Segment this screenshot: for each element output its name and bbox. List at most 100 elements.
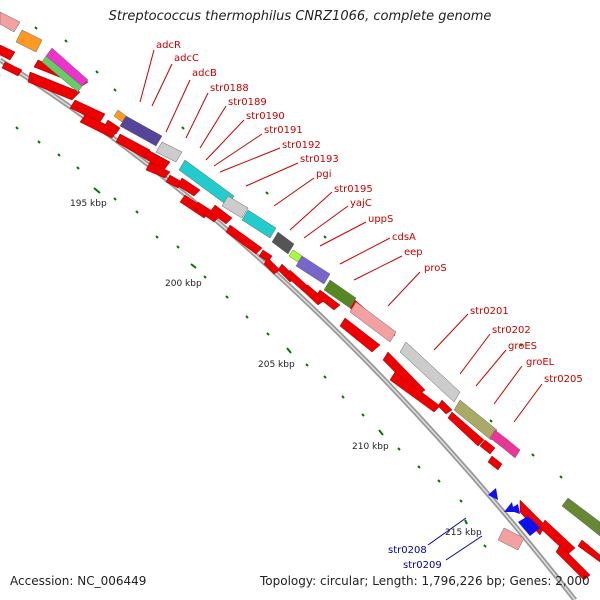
- gene-label: groES: [508, 341, 537, 352]
- feature-box: [155, 141, 183, 163]
- gene-arrow: [488, 488, 498, 500]
- feature-box: [295, 255, 331, 285]
- leader-line: [199, 105, 227, 149]
- gene-arrow: [27, 71, 81, 101]
- leader-line: [433, 313, 469, 351]
- gene-arrow: [103, 119, 121, 135]
- gene-arrow: [145, 161, 171, 179]
- gene-label: str0192: [282, 140, 321, 151]
- gene-label: str0188: [210, 83, 249, 94]
- blue-leader-lines: [427, 517, 483, 561]
- kbp-labels: 195 kbp 200 kbp 205 kbp 210 kbp 215 kbp: [70, 199, 482, 538]
- gc-tick: [341, 395, 345, 399]
- feature-box: [561, 497, 600, 537]
- gene-label: str0202: [492, 325, 531, 336]
- feature-box: [349, 301, 397, 343]
- gene-label: str0191: [264, 125, 303, 136]
- gc-tick: [176, 245, 180, 249]
- gene-label: groEL: [526, 357, 555, 368]
- gc-tick: [64, 39, 68, 43]
- red-leader-lines: [139, 49, 543, 423]
- leader-line: [339, 237, 391, 265]
- gc-tick: [305, 363, 309, 367]
- leader-line: [387, 271, 421, 307]
- leader-line: [459, 333, 491, 375]
- kbp-label: 195 kbp: [70, 199, 107, 209]
- leader-line: [165, 79, 191, 133]
- gene-label: str0201: [470, 306, 509, 317]
- feature-box: [497, 527, 525, 551]
- leader-line: [319, 221, 367, 247]
- gene-label: str0193: [300, 154, 339, 165]
- gene-arrow: [508, 504, 520, 514]
- feature-box: [0, 11, 21, 33]
- gc-tick: [361, 413, 365, 417]
- gene-arrow: [209, 204, 233, 225]
- gc-tick: [519, 343, 523, 347]
- gc-tick: [190, 263, 197, 269]
- leader-line: [213, 133, 263, 167]
- gc-tick: [93, 187, 101, 194]
- gene-arrow: [1, 61, 23, 77]
- kbp-label: 215 kbp: [445, 528, 482, 538]
- gc-tick: [483, 544, 487, 548]
- gc-tick: [15, 126, 19, 130]
- gc-tick: [245, 315, 249, 319]
- gc-tick: [397, 447, 401, 451]
- gc-tick: [57, 153, 61, 157]
- gc-tick: [531, 453, 535, 457]
- gc-tick: [95, 70, 99, 74]
- feature-box: [288, 249, 303, 263]
- gc-tick: [225, 295, 229, 299]
- gene-arrow: [519, 499, 546, 536]
- kbp-label: 200 kbp: [165, 279, 202, 289]
- gene-label: str0189: [228, 97, 267, 108]
- feature-box: [241, 209, 277, 239]
- feature-boxes: [0, 11, 600, 551]
- feature-box: [221, 195, 249, 219]
- feature-box: [271, 231, 295, 255]
- gene-label: yajC: [350, 198, 372, 209]
- gene-label: adcC: [174, 53, 199, 64]
- accession-text: Accession: NC_006449: [10, 574, 147, 588]
- kbp-label: 205 kbp: [258, 360, 295, 370]
- gene-label: adcB: [192, 68, 217, 79]
- gene-label: eep: [404, 247, 423, 258]
- gene-arrow: [0, 44, 16, 61]
- gene-label: adcR: [156, 40, 181, 51]
- leader-line: [219, 147, 281, 173]
- gene-arrow: [479, 439, 496, 455]
- gene-arrow: [225, 224, 263, 255]
- leader-line: [273, 177, 315, 207]
- leader-line: [289, 191, 333, 231]
- feature-box: [15, 29, 43, 53]
- gene-arrow: [447, 411, 485, 447]
- gc-tick: [378, 429, 384, 436]
- gc-tick: [323, 375, 327, 379]
- gene-label: str0190: [246, 111, 285, 122]
- gene-arrow: [437, 399, 453, 415]
- gene-label: uppS: [368, 214, 393, 225]
- gene-label: str0205: [544, 374, 583, 385]
- leader-line: [513, 383, 543, 423]
- gene-label: str0195: [334, 184, 373, 195]
- gene-label: str0208: [388, 545, 427, 556]
- gene-arrow: [263, 257, 281, 275]
- gc-tick: [34, 26, 38, 30]
- gene-arrow: [389, 371, 441, 413]
- gc-tick: [155, 235, 159, 239]
- gc-tick: [489, 419, 493, 423]
- gc-ticks: [15, 26, 563, 548]
- leader-line: [151, 63, 173, 107]
- gc-tick: [37, 140, 41, 144]
- gc-tick: [113, 88, 117, 92]
- gc-tick: [323, 235, 327, 239]
- gene-arrow: [177, 177, 201, 197]
- reverse-genes: [488, 488, 540, 536]
- gc-tick: [559, 475, 563, 479]
- gene-label: cdsA: [392, 232, 416, 243]
- feature-box: [113, 109, 127, 123]
- gc-tick: [266, 332, 270, 336]
- gene-arrow: [339, 317, 381, 353]
